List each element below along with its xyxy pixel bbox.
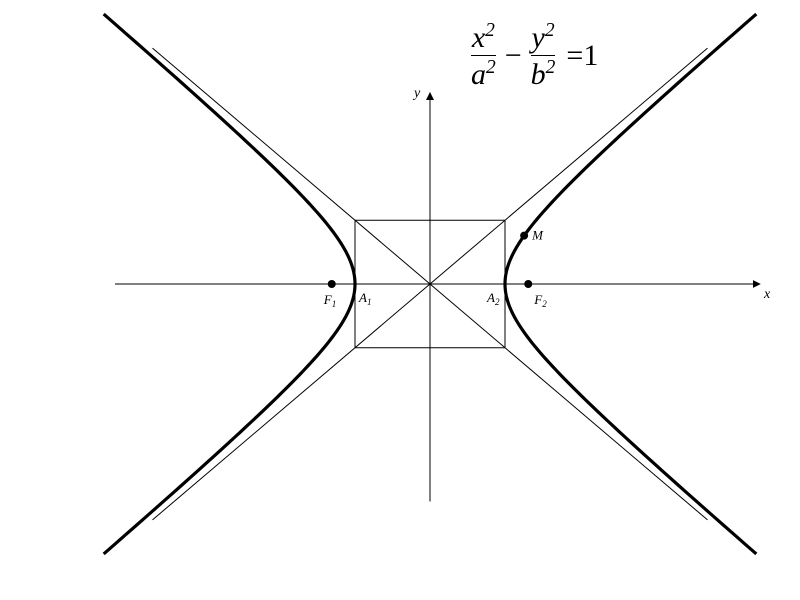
- hyperbola-diagram: x y F1 F2 A1 A2 M: [0, 0, 800, 600]
- label-F1: F1: [323, 292, 337, 309]
- x-axis-label: x: [763, 287, 771, 302]
- label-F2: F2: [533, 292, 547, 309]
- eq-b: b: [531, 58, 546, 91]
- eq-eq: =: [566, 39, 583, 72]
- y-axis-label: y: [412, 86, 421, 101]
- eq-y-exp: 2: [545, 20, 555, 41]
- eq-rhs: 1: [583, 39, 598, 72]
- label-A1: A1: [358, 290, 372, 307]
- eq-x: x: [472, 21, 485, 54]
- point-M: [520, 232, 528, 240]
- eq-a: a: [471, 58, 486, 91]
- eq-a-exp: 2: [486, 57, 496, 78]
- focus-F2: [524, 280, 532, 288]
- eq-minus: −: [505, 39, 522, 72]
- label-M: M: [531, 228, 544, 243]
- eq-x-exp: 2: [485, 20, 495, 41]
- equation: x2 a2 − y2 b2 =1: [470, 20, 604, 91]
- eq-y: y: [532, 21, 545, 54]
- label-A2: A2: [486, 290, 500, 307]
- eq-b-exp: 2: [546, 57, 556, 78]
- focus-F1: [328, 280, 336, 288]
